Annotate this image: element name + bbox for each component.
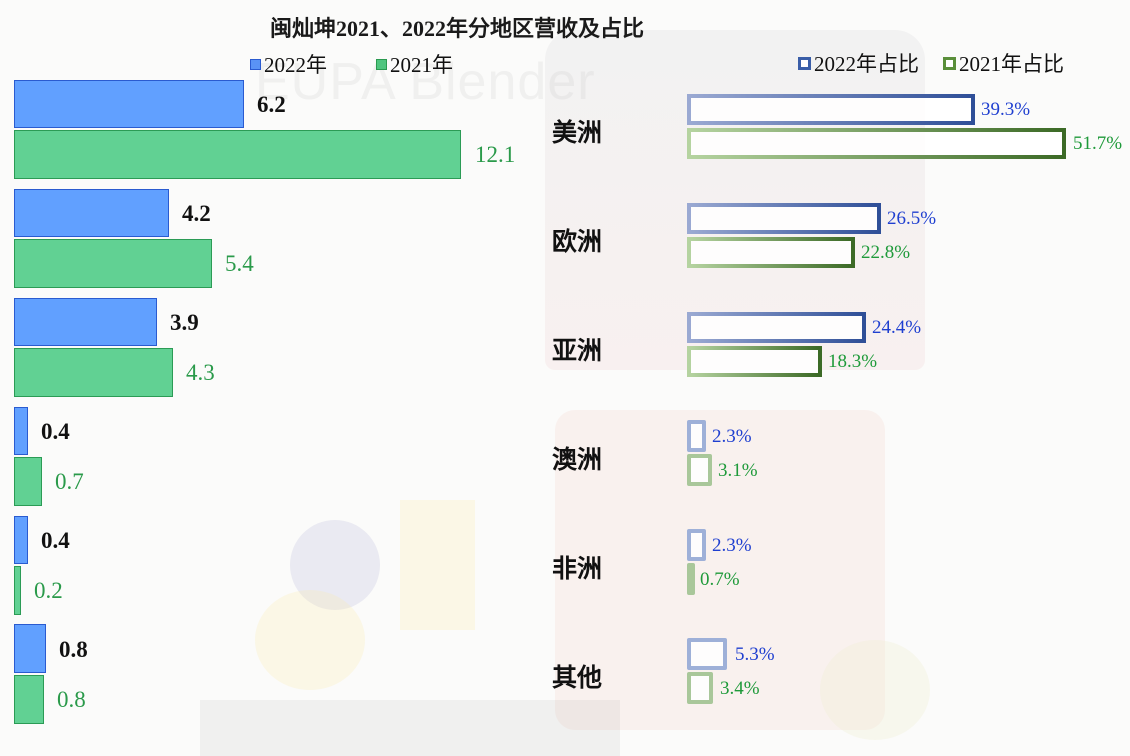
share-bar-other-2021: [687, 672, 713, 704]
share-bar-africa-2022: [687, 529, 706, 561]
legend-2021-share: 2021年占比: [943, 48, 1064, 78]
share-value-other-2021: 3.4%: [720, 678, 760, 699]
bar-africa-2022: [14, 516, 28, 564]
value-africa-2022: 0.4: [41, 528, 70, 553]
value-americas-2021: 12.1: [475, 142, 516, 167]
value-oceania-2022: 0.4: [41, 419, 70, 444]
share-value-africa-2022: 2.3%: [712, 535, 752, 556]
value-europe-2021: 5.4: [225, 251, 254, 276]
share-bar-africa-2021: [687, 563, 695, 595]
value-other-2021: 0.8: [57, 687, 86, 712]
legend-label: 2021年占比: [959, 52, 1064, 76]
region-label-europe: 欧洲: [552, 229, 603, 256]
bar-oceania-2022: [14, 407, 28, 455]
legend-label: 2021年: [390, 53, 453, 77]
share-value-asia-2022: 24.4%: [872, 317, 922, 338]
legend-swatch-outline-blue-icon: [798, 56, 811, 70]
bar-asia-2022: [14, 298, 157, 346]
value-asia-2022: 3.9: [170, 310, 199, 335]
bar-americas-2022: [14, 80, 244, 128]
share-bar-europe-2021: [687, 237, 855, 268]
region-label-asia: 亚洲: [552, 338, 603, 365]
share-bar-oceania-2021: [687, 454, 712, 486]
value-americas-2022: 6.2: [257, 92, 286, 117]
chart-title: 闽灿坤2021、2022年分地区营收及占比: [270, 16, 645, 41]
bar-oceania-2021: [14, 457, 42, 506]
bar-other-2022: [14, 624, 46, 673]
share-bar-asia-2021: [687, 346, 822, 377]
share-value-americas-2022: 39.3%: [981, 99, 1031, 120]
share-value-europe-2022: 26.5%: [887, 208, 937, 229]
bar-europe-2022: [14, 189, 169, 237]
legend-label: 2022年: [264, 53, 327, 77]
bar-africa-2021: [14, 566, 21, 615]
legend-swatch-outline-green-icon: [943, 56, 956, 70]
share-value-americas-2021: 51.7%: [1073, 133, 1123, 154]
bar-other-2021: [14, 675, 44, 724]
share-bar-other-2022: [687, 638, 727, 670]
legend-label: 2022年占比: [814, 52, 919, 76]
share-bar-americas-2021: [687, 128, 1066, 159]
legend-swatch-blue-icon: [250, 58, 261, 70]
share-value-oceania-2022: 2.3%: [712, 426, 752, 447]
share-bar-asia-2022: [687, 312, 866, 343]
share-bar-americas-2022: [687, 94, 975, 125]
bar-asia-2021: [14, 348, 173, 397]
legend-swatch-green-icon: [376, 58, 387, 70]
value-oceania-2021: 0.7: [55, 469, 84, 494]
share-bar-europe-2022: [687, 203, 881, 234]
value-other-2022: 0.8: [59, 637, 88, 662]
region-label-other: 其他: [552, 665, 603, 692]
legend-2021: 2021年: [376, 49, 453, 79]
legend-2022-share: 2022年占比: [798, 48, 919, 78]
value-asia-2021: 4.3: [186, 360, 215, 385]
share-value-europe-2021: 22.8%: [861, 242, 911, 263]
share-value-asia-2021: 18.3%: [828, 351, 878, 372]
value-africa-2021: 0.2: [34, 578, 63, 603]
share-bar-oceania-2022: [687, 420, 706, 452]
share-value-oceania-2021: 3.1%: [718, 460, 758, 481]
region-label-africa: 非洲: [552, 556, 603, 583]
region-label-oceania: 澳洲: [552, 447, 603, 474]
legend-2022: 2022年: [250, 49, 327, 79]
value-europe-2022: 4.2: [182, 201, 211, 226]
share-value-africa-2021: 0.7%: [700, 569, 740, 590]
bar-americas-2021: [14, 130, 461, 179]
region-label-americas: 美洲: [552, 120, 603, 147]
share-value-other-2022: 5.3%: [735, 644, 775, 665]
bar-europe-2021: [14, 239, 212, 288]
